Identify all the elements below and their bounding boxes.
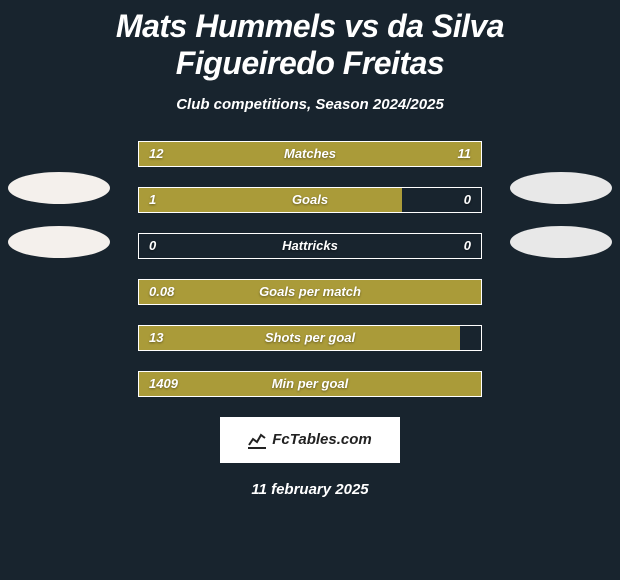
- page-title: Mats Hummels vs da Silva Figueiredo Frei…: [0, 0, 620, 82]
- branding-text: FcTables.com: [272, 431, 371, 448]
- date-text: 11 february 2025: [0, 481, 620, 498]
- team-badge-right: [510, 226, 612, 258]
- stat-label: Hattricks: [139, 234, 481, 258]
- stat-row: 1Goals0: [138, 187, 482, 213]
- stat-row: 12Matches11: [138, 141, 482, 167]
- stat-label: Goals: [139, 188, 481, 212]
- stat-value-right: 0: [464, 188, 471, 212]
- stat-value-right: 11: [458, 142, 472, 166]
- stat-label: Goals per match: [139, 280, 481, 304]
- stats-container: 12Matches111Goals00Hattricks00.08Goals p…: [138, 141, 482, 397]
- stat-label: Min per goal: [139, 372, 481, 396]
- stat-row: 1409Min per goal: [138, 371, 482, 397]
- branding-box: FcTables.com: [220, 417, 400, 463]
- chart-icon: [248, 431, 266, 449]
- team-badge-left: [8, 226, 110, 258]
- stat-label: Matches: [139, 142, 481, 166]
- team-badge-left: [8, 172, 110, 204]
- stat-label: Shots per goal: [139, 326, 481, 350]
- stat-row: 0Hattricks0: [138, 233, 482, 259]
- team-badge-right: [510, 172, 612, 204]
- stat-value-right: 0: [464, 234, 471, 258]
- subtitle: Club competitions, Season 2024/2025: [0, 96, 620, 113]
- stat-row: 0.08Goals per match: [138, 279, 482, 305]
- stat-row: 13Shots per goal: [138, 325, 482, 351]
